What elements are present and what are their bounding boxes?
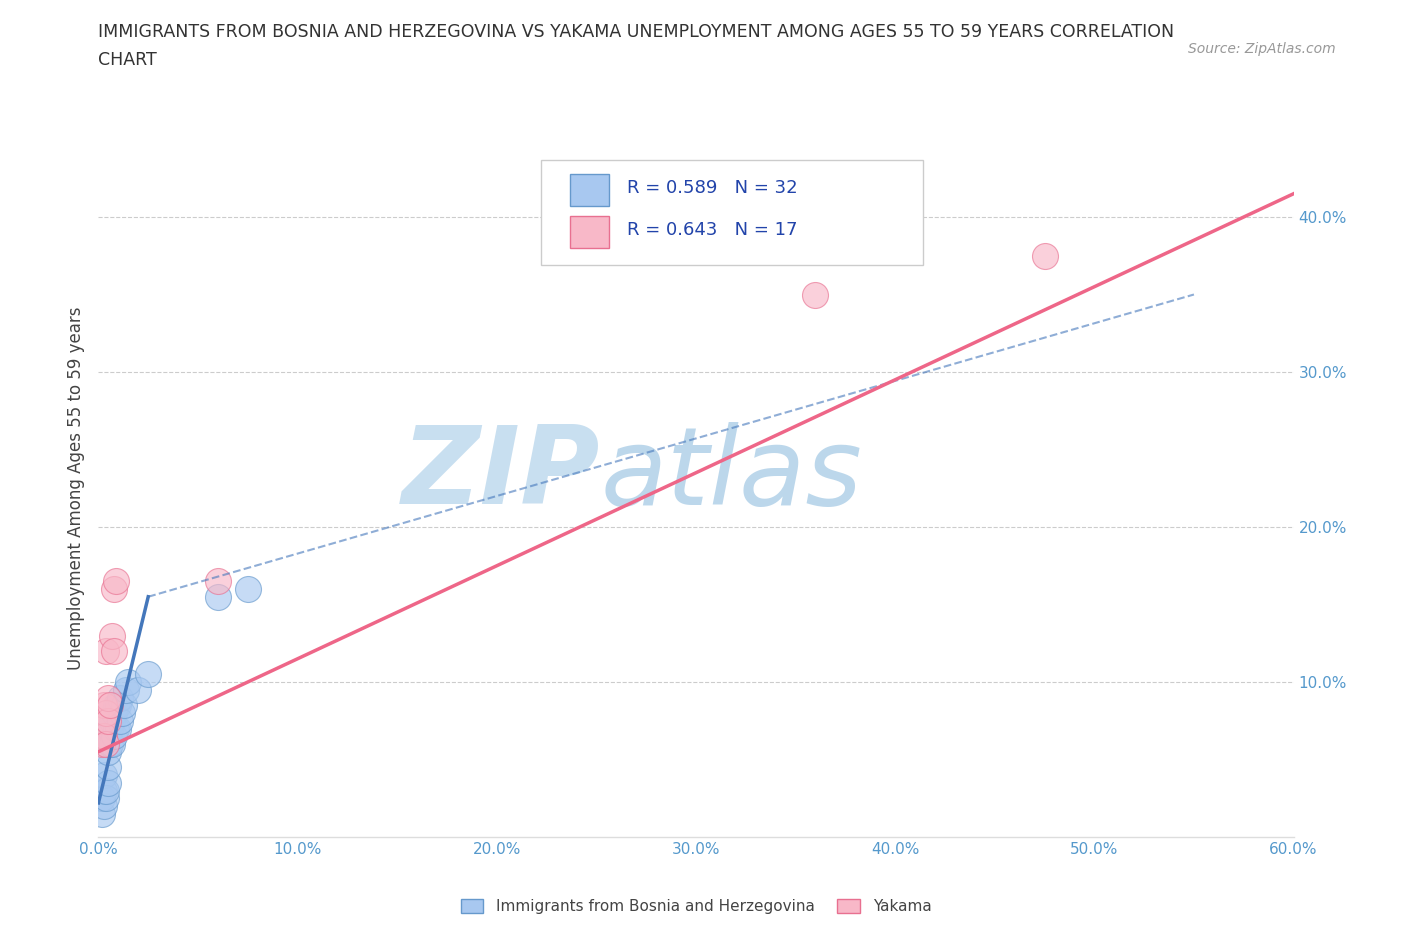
Text: IMMIGRANTS FROM BOSNIA AND HERZEGOVINA VS YAKAMA UNEMPLOYMENT AMONG AGES 55 TO 5: IMMIGRANTS FROM BOSNIA AND HERZEGOVINA V…	[98, 23, 1174, 41]
Point	[105, 698, 128, 712]
Text: R = 0.643   N = 17: R = 0.643 N = 17	[627, 221, 797, 239]
Text: CHART: CHART	[98, 51, 157, 69]
Point	[97, 760, 120, 775]
Point	[91, 790, 114, 805]
Point	[96, 706, 118, 721]
Point	[115, 683, 138, 698]
Point	[207, 590, 229, 604]
Point	[103, 644, 125, 658]
Point	[105, 721, 128, 736]
Point	[98, 721, 122, 736]
FancyBboxPatch shape	[540, 161, 922, 265]
Point	[804, 287, 827, 302]
Text: Source: ZipAtlas.com: Source: ZipAtlas.com	[1188, 42, 1336, 56]
Point	[97, 744, 120, 759]
Point	[96, 737, 118, 751]
Point	[98, 698, 122, 712]
Point	[136, 667, 159, 682]
Point	[97, 713, 120, 728]
Point	[107, 698, 129, 712]
Point	[97, 729, 120, 744]
Y-axis label: Unemployment Among Ages 55 to 59 years: Unemployment Among Ages 55 to 59 years	[66, 307, 84, 670]
FancyBboxPatch shape	[571, 175, 609, 206]
Point	[101, 628, 124, 643]
Point	[236, 581, 259, 596]
Point	[96, 790, 118, 805]
Point	[127, 683, 149, 698]
Point	[112, 698, 135, 712]
Point	[97, 776, 120, 790]
Point	[101, 713, 124, 728]
Point	[96, 737, 118, 751]
Point	[93, 767, 115, 782]
Point	[105, 574, 128, 589]
Text: ZIP: ZIP	[402, 421, 600, 527]
Point	[110, 713, 132, 728]
Point	[111, 706, 134, 721]
Legend: Immigrants from Bosnia and Herzegovina, Yakama: Immigrants from Bosnia and Herzegovina, …	[454, 893, 938, 920]
Point	[97, 690, 120, 705]
Point	[107, 721, 129, 736]
Point	[110, 690, 132, 705]
Point	[103, 706, 125, 721]
Point	[91, 713, 114, 728]
Point	[96, 644, 118, 658]
Text: atlas: atlas	[600, 422, 862, 526]
Point	[101, 737, 124, 751]
Point	[103, 581, 125, 596]
Point	[96, 783, 118, 798]
Point	[93, 729, 115, 744]
Point	[93, 698, 115, 712]
Point	[91, 737, 114, 751]
Point	[93, 799, 115, 814]
Point	[91, 806, 114, 821]
Text: R = 0.589   N = 32: R = 0.589 N = 32	[627, 179, 797, 197]
Point	[98, 737, 122, 751]
FancyBboxPatch shape	[571, 217, 609, 247]
Point	[117, 674, 139, 689]
Point	[103, 729, 125, 744]
Point	[1033, 248, 1056, 263]
Point	[93, 783, 115, 798]
Point	[207, 574, 229, 589]
